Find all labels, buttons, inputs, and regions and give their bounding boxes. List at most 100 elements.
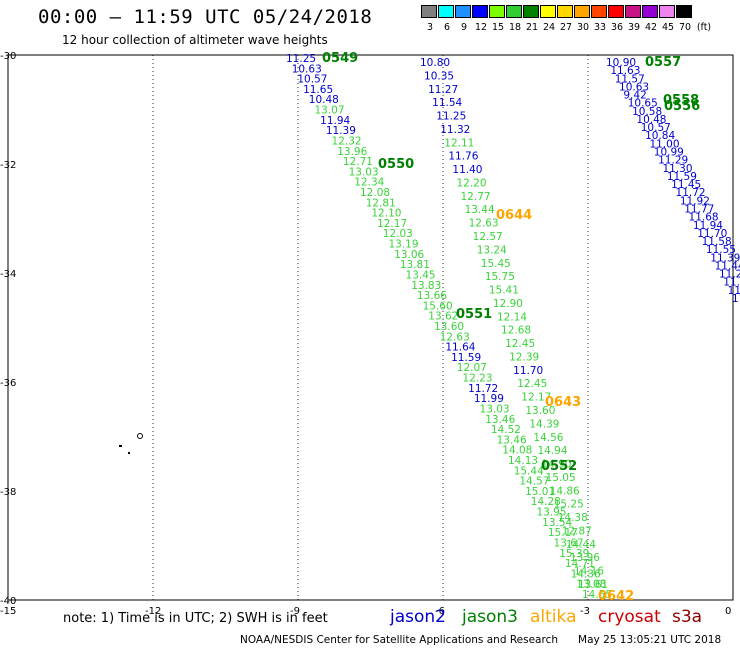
map-subtitle: 12 hour collection of altimeter wave hei… [62, 33, 328, 47]
colorbar-swatch [438, 5, 454, 18]
swh-value: 13.08 [576, 579, 606, 591]
swh-value: 13.06 [394, 249, 424, 261]
lon-tick-label: -15 [0, 606, 16, 617]
lat-tick-label: -40 [0, 596, 16, 607]
swh-value: 10.48 [309, 94, 339, 106]
swh-value: 13.67 [554, 537, 584, 549]
swh-value: 11.33 [723, 277, 740, 289]
swh-value: 12.45 [505, 338, 535, 350]
swh-value: 14.16 [574, 566, 604, 578]
swh-value: 13.96 [570, 552, 600, 564]
swh-value: 14.38 [558, 512, 588, 524]
swh-value: 13.03 [480, 403, 510, 415]
swh-value: 12.11 [444, 137, 474, 149]
lon-tick-label: -6 [435, 606, 445, 617]
colorbar-label: 6 [443, 22, 451, 33]
swh-value: 11.41 [728, 285, 740, 297]
swh-value: 14.71 [565, 558, 595, 570]
island-marker [119, 445, 122, 447]
pass-time-label: 0558 [663, 93, 699, 108]
colorbar-swatch [574, 5, 590, 18]
swh-value: 10.65 [628, 98, 658, 110]
swh-value: 14.08 [502, 445, 532, 457]
swh-value: 12.39 [509, 351, 539, 363]
swh-value: 11.44 [715, 260, 740, 272]
swh-value: 12.20 [456, 177, 486, 189]
colorbar-label: 21 [525, 22, 539, 33]
swh-value: 12.45 [517, 378, 547, 390]
legend-note: note: 1) Time is in UTC; 2) SWH is in fe… [63, 611, 328, 626]
lat-tick-label: -38 [0, 487, 16, 498]
swh-value: 13.24 [477, 244, 507, 256]
lat-tick-label: -36 [0, 378, 16, 389]
swh-value: 14.55 [582, 589, 612, 601]
legend-cryosat: cryosat [598, 607, 661, 627]
swh-value: 11.39 [710, 252, 740, 264]
swh-value: 11.21 [732, 293, 740, 305]
swh-value: 11.72 [676, 187, 706, 199]
lon-tick-label: -3 [580, 606, 590, 617]
swh-value: 14.44 [566, 539, 596, 551]
swh-value: 11.00 [649, 138, 679, 150]
pass-time-label: 0642 [598, 589, 634, 604]
colorbar-swatch [676, 5, 692, 18]
legend-jason3: jason3 [462, 607, 518, 627]
colorbar-swatch [608, 5, 624, 18]
pass-time-label: 0556 [664, 99, 700, 114]
swh-value: 10.99 [654, 147, 684, 159]
swh-value: 15.25 [554, 499, 584, 511]
swh-value: 12.32 [332, 135, 362, 147]
swh-value: 14.90 [542, 459, 572, 471]
swh-value: 12.23 [462, 373, 492, 385]
swh-value: 11.30 [662, 163, 692, 175]
swh-value: 12.68 [501, 325, 531, 337]
swh-value: 12.87 [562, 525, 592, 537]
legend-altika: altika [530, 607, 577, 627]
colorbar-swatch [455, 5, 471, 18]
colorbar-label: 36 [610, 22, 624, 33]
swh-value: 13.46 [497, 434, 527, 446]
swh-value: 13.83 [411, 280, 441, 292]
colorbar-label: 18 [508, 22, 522, 33]
colorbar-swatch [642, 5, 658, 18]
swh-value: 10.48 [636, 114, 666, 126]
swh-value: 12.77 [461, 191, 491, 203]
lon-tick-label: 0 [725, 606, 731, 617]
swh-value: 11.29 [658, 155, 688, 167]
swh-value: 12.63 [469, 218, 499, 230]
pass-time-label: 0552 [541, 459, 577, 474]
swh-value: 11.77 [684, 203, 714, 215]
swh-value: 13.62 [428, 311, 458, 323]
colorbar-swatch [472, 5, 488, 18]
swh-value: 15.41 [489, 285, 519, 297]
swh-value: 10.63 [619, 81, 649, 93]
footer: NOAA/NESDIS Center for Satellite Applica… [240, 634, 721, 646]
colorbar-label: 33 [593, 22, 607, 33]
colorbar-label: 45 [661, 22, 675, 33]
swh-value: 11.45 [671, 179, 701, 191]
swh-value: 12.03 [383, 228, 413, 240]
swh-value: 15.05 [546, 472, 576, 484]
swh-value: 15.17 [548, 527, 578, 539]
swh-value: 11.76 [448, 151, 478, 163]
swh-value: 11.39 [326, 125, 356, 137]
swh-value: 14.56 [533, 432, 563, 444]
swh-value: 11.68 [689, 212, 719, 224]
swh-value: 10.35 [424, 70, 454, 82]
swh-value: 11.40 [452, 164, 482, 176]
colorbar-swatch [489, 5, 505, 18]
swh-value: 13.54 [542, 517, 572, 529]
swh-value: 12.08 [360, 187, 390, 199]
swh-value: 11.99 [474, 393, 504, 405]
legend-jason2: jason2 [390, 607, 446, 627]
swh-value: 12.17 [521, 392, 551, 404]
swh-value: 13.81 [400, 259, 430, 271]
swh-value: 13.66 [417, 290, 447, 302]
colorbar-label: 9 [460, 22, 468, 33]
swh-value: 11.94 [693, 220, 723, 232]
pass-time-label: 0557 [645, 55, 681, 70]
swh-value: 15.45 [481, 258, 511, 270]
swh-value: 12.63 [440, 331, 470, 343]
swh-value: 12.90 [493, 298, 523, 310]
lat-tick-label: -32 [0, 160, 16, 171]
